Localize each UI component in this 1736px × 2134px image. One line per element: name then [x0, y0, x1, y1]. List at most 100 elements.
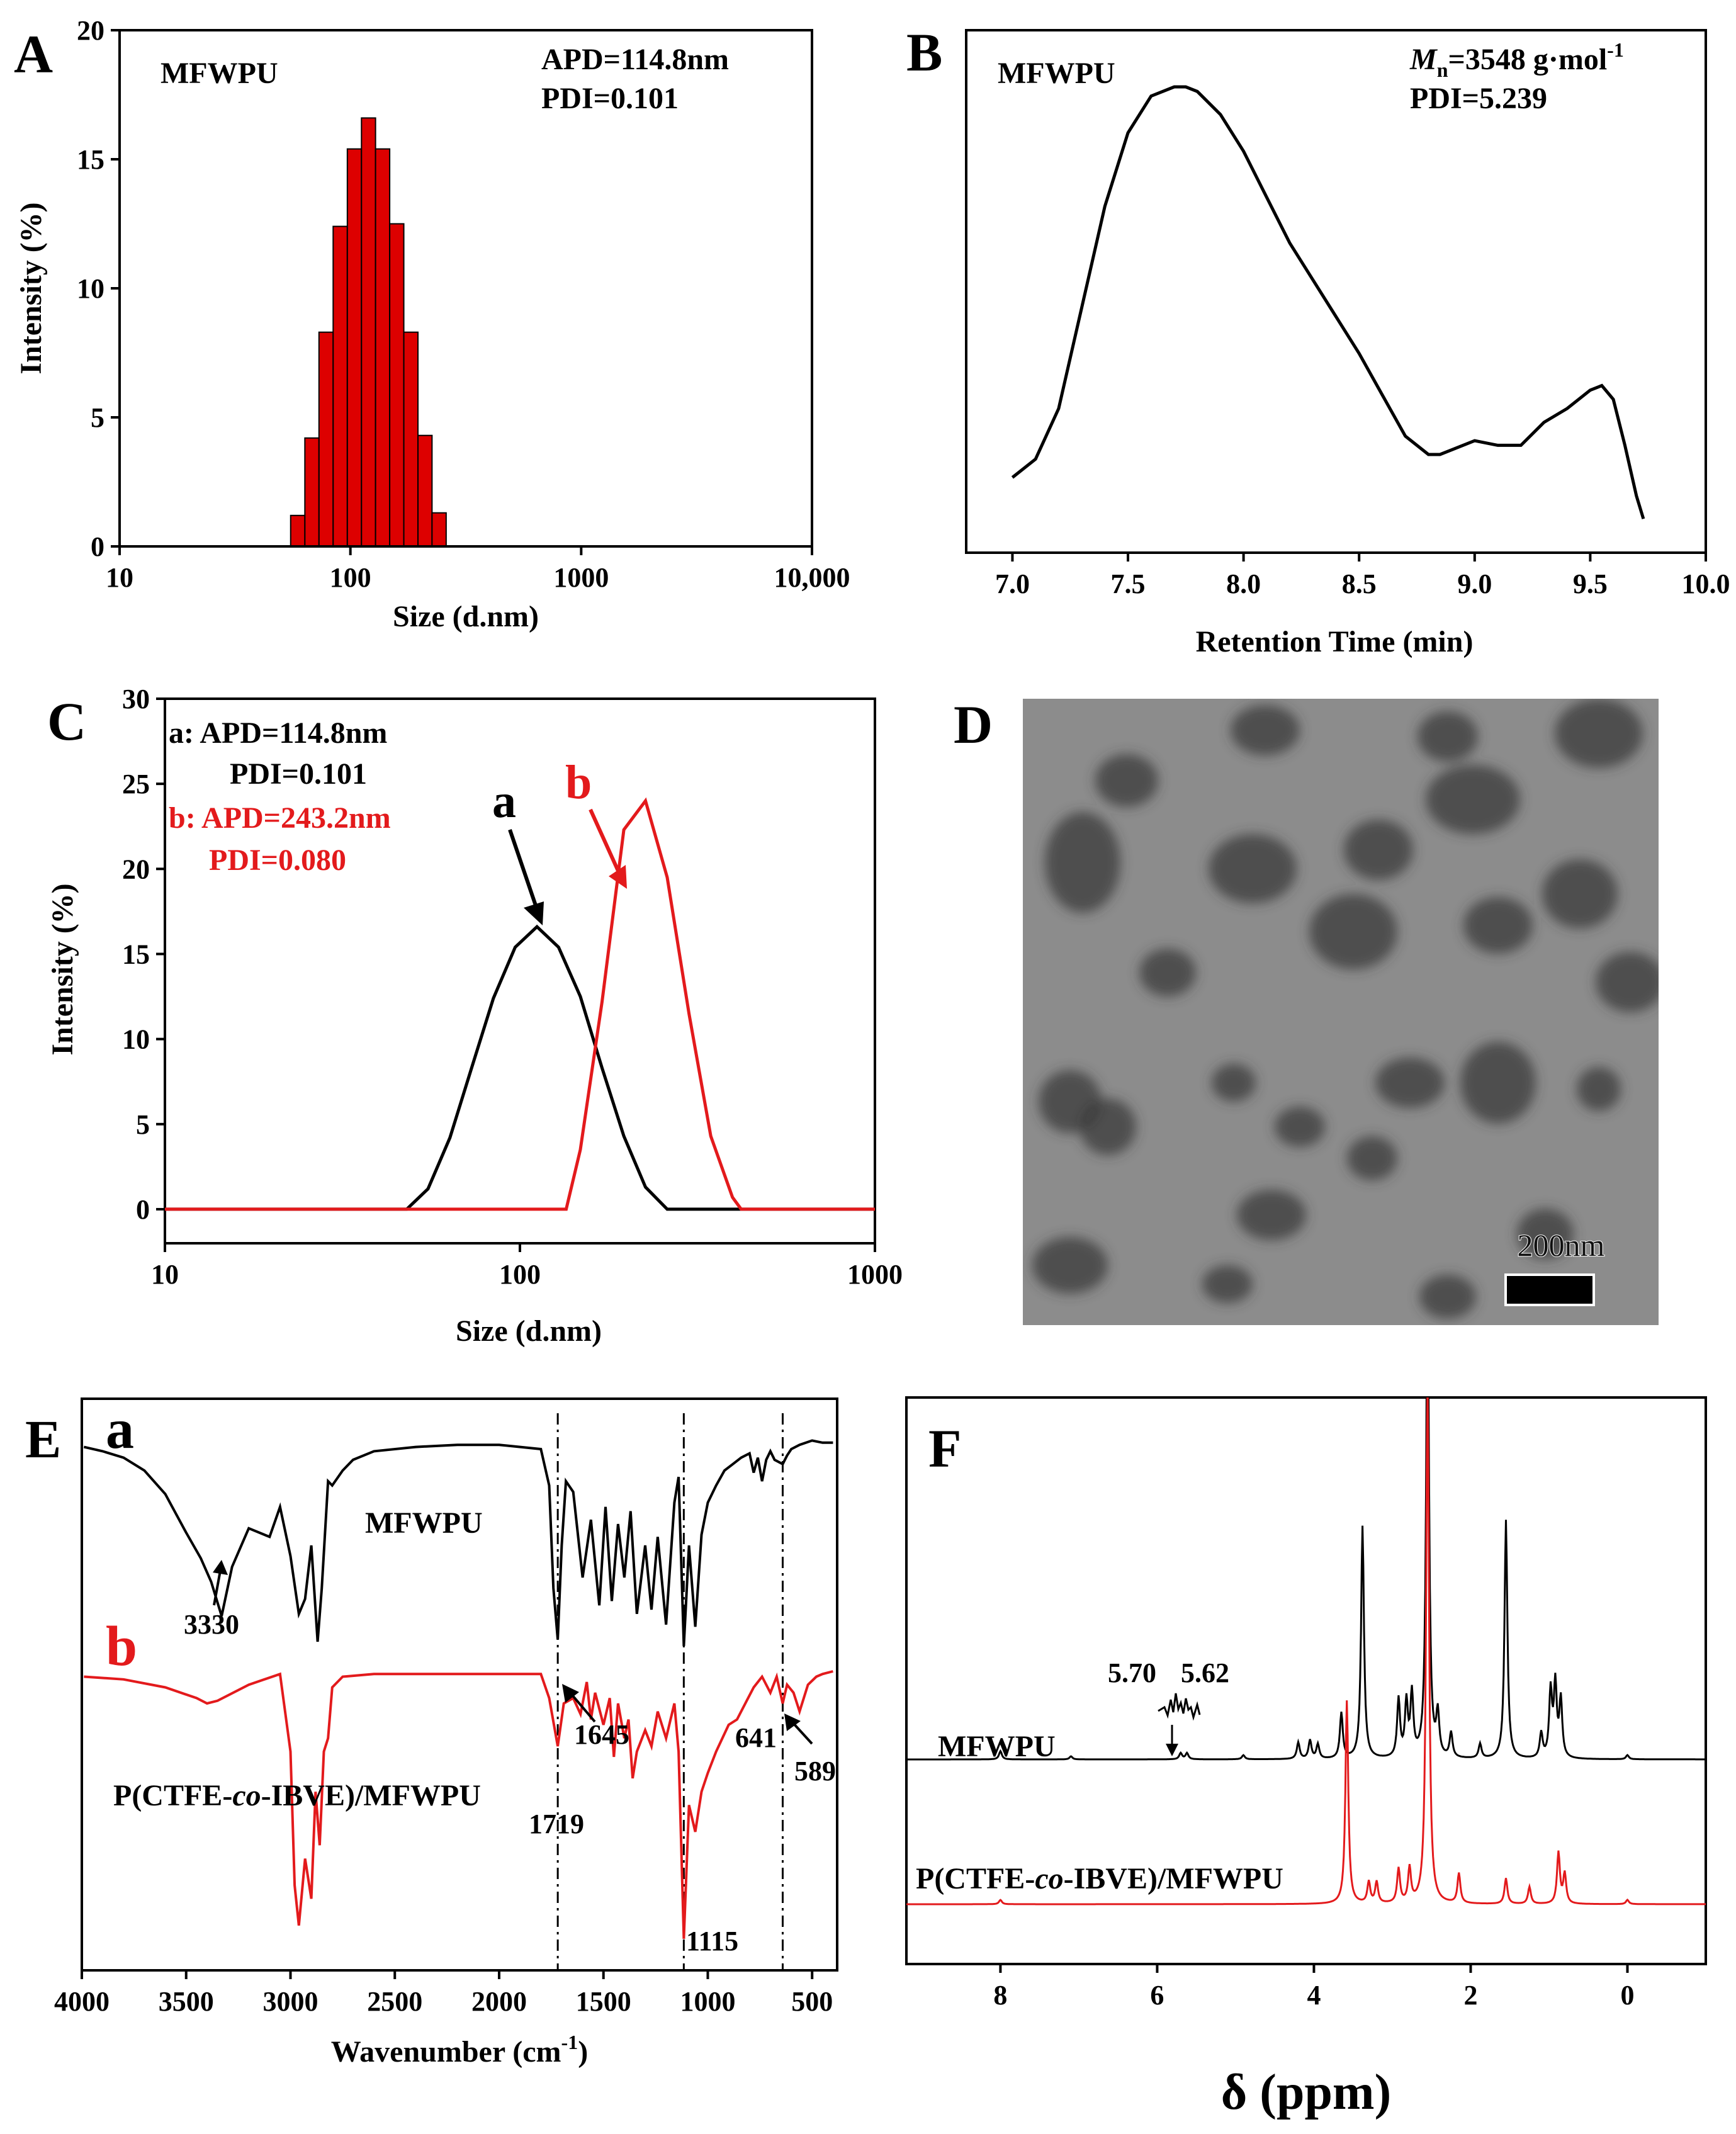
panel-a-y-tick-label: 20 — [77, 15, 104, 46]
panel-f: F 5.70 5.62 MFWPU P(CTFE-co-IBVE)/MFWPU … — [905, 1396, 1707, 2120]
panel-e-spectrum-a — [83, 1439, 833, 1646]
panel-a-bar — [389, 223, 405, 547]
tem-particle — [1460, 1042, 1536, 1124]
panel-c: C 10 100 1000 0 5 10 15 20 25 30 Size (d.nm) Int… — [46, 684, 903, 1348]
tem-particle — [1032, 1237, 1108, 1294]
panel-a-frame — [118, 29, 813, 548]
panel-c-x-tick-label: 10 — [151, 1259, 179, 1290]
tem-particle — [1309, 894, 1397, 969]
peak-label-3330: 3330 — [184, 1609, 239, 1640]
tem-particle — [1419, 1275, 1476, 1319]
panel-f-inset-trace — [1158, 1693, 1201, 1721]
tem-particle — [1555, 699, 1643, 768]
panel-a-x-tick-label: 1000 — [553, 562, 609, 593]
tem-particle — [1095, 754, 1158, 807]
panel-e-x-tick-label: 3000 — [262, 1986, 318, 2017]
panel-e-spectrum-b — [84, 1670, 833, 1939]
tem-particle — [1139, 949, 1196, 996]
tem-particle — [1344, 820, 1413, 880]
panel-b-title: MFWPU — [998, 57, 1115, 90]
panel-c-x-ticks: 10 100 1000 — [151, 1243, 903, 1290]
panel-e-x-label: Wavenumber (cm-1) — [331, 2031, 588, 2069]
panel-c-y-tick-label: 15 — [122, 939, 150, 969]
panel-f-x-label: δ (ppm) — [1221, 2065, 1391, 2120]
panel-e-reference-lines — [556, 1413, 784, 1970]
tem-particle — [1079, 1098, 1136, 1155]
panel-c-curve-label-a: a — [492, 775, 516, 828]
panel-c-y-tick-label: 20 — [122, 854, 150, 884]
tem-particle — [1202, 1265, 1253, 1303]
panel-f-mfwpu-label: MFWPU — [938, 1730, 1056, 1763]
panel-a-title: MFWPU — [161, 57, 278, 90]
peak-label-1719: 1719 — [529, 1809, 584, 1839]
panel-e-x-tick-label: 3500 — [159, 1986, 214, 2017]
panel-c-y-tick-label: 10 — [122, 1024, 150, 1055]
panel-a-bar — [417, 434, 433, 548]
tem-particle — [1209, 834, 1297, 903]
panel-c-x-tick-label: 100 — [499, 1259, 541, 1290]
panel-a-bar — [290, 514, 306, 547]
tem-image — [1023, 699, 1659, 1325]
panel-a-x-label: Size (d.nm) — [393, 600, 539, 633]
panel-f-x-tick-label: 2 — [1463, 1980, 1477, 2011]
panel-c-curve-a — [165, 924, 875, 1211]
peak-label-641: 641 — [735, 1722, 777, 1753]
panel-label-d: D — [954, 694, 993, 755]
panel-b-pdi: PDI=5.239 — [1410, 82, 1547, 115]
panel-c-y-tick-label: 0 — [136, 1194, 150, 1225]
panel-a-bar — [431, 512, 447, 548]
panel-a-pdi: PDI=0.101 — [541, 82, 679, 115]
panel-d: D 200nm — [954, 694, 1659, 1325]
panel-a-bar — [318, 331, 334, 547]
panel-a-bar — [361, 117, 376, 547]
panel-c-arrow-a — [508, 829, 540, 913]
tem-particle — [1231, 705, 1300, 755]
panel-f-x-tick-label: 6 — [1150, 1980, 1164, 2011]
panel-b-x-ticks: 7.0 7.5 8.0 8.5 9.0 9.5 10.0 — [995, 553, 1730, 599]
panel-e-frame — [81, 1397, 838, 1972]
panel-f-spectrum-blend — [906, 1397, 1706, 1905]
panel-c-legend-a1: a: APD=114.8nm — [169, 716, 387, 750]
panel-label-b: B — [906, 22, 942, 82]
panel-c-curve-label-b: b — [565, 756, 592, 809]
tem-particle — [1418, 711, 1478, 762]
panel-c-y-tick-label: 30 — [122, 684, 150, 714]
panel-f-peak-5-62: 5.62 — [1181, 1657, 1229, 1688]
peak-label-589: 589 — [794, 1756, 836, 1787]
panel-e-x-tick-label: 2000 — [471, 1986, 527, 2017]
panel-e-x-tick-label: 1500 — [576, 1986, 631, 2017]
tem-particle — [1542, 859, 1618, 929]
panel-label-e: E — [25, 1409, 61, 1469]
panel-a-y-tick-label: 5 — [91, 402, 104, 433]
panel-a-x-ticks: 10 100 1000 10,000 — [106, 546, 850, 593]
peak-label-1645: 1645 — [574, 1719, 629, 1750]
panel-e: E 4000 3500 3000 2500 2000 1500 1000 500 a b MF… — [25, 1397, 838, 2069]
panel-e-label-a: a — [106, 1398, 134, 1460]
panel-f-inset-arrowhead — [1166, 1744, 1178, 1756]
tem-particle — [1517, 1209, 1574, 1259]
panel-a-y-ticks: 0 5 10 15 20 — [77, 15, 120, 562]
panel-c-y-tick-label: 5 — [136, 1109, 150, 1140]
panel-e-x-tick-label: 2500 — [367, 1986, 422, 2017]
tem-particle — [1463, 897, 1533, 954]
panel-a-bar — [403, 331, 419, 547]
tem-particle — [1426, 765, 1520, 834]
panel-a-x-tick-label: 100 — [330, 562, 371, 593]
panel-c-legend-b2: PDI=0.080 — [209, 844, 346, 877]
panel-b-gpc-curve — [1011, 85, 1645, 519]
panel-a-bar — [375, 148, 391, 548]
panel-e-label-b: b — [106, 1615, 137, 1678]
panel-c-legend-a2: PDI=0.101 — [230, 757, 367, 791]
panel-b-x-tick-label: 9.0 — [1457, 568, 1492, 599]
tem-particle — [1045, 812, 1120, 913]
tem-particle — [1237, 1190, 1306, 1240]
panel-f-spectrum-mfwpu — [906, 1397, 1706, 1761]
panel-c-arrowhead-b — [609, 865, 627, 889]
panel-c-legend-b1: b: APD=243.2nm — [169, 801, 391, 835]
panel-a-bar — [346, 148, 363, 548]
panel-b-x-tick-label: 7.0 — [995, 568, 1030, 599]
panel-label-f: F — [928, 1418, 962, 1479]
panel-f-peak-5-70: 5.70 — [1108, 1657, 1156, 1688]
panel-e-x-tick-label: 4000 — [54, 1986, 110, 2017]
